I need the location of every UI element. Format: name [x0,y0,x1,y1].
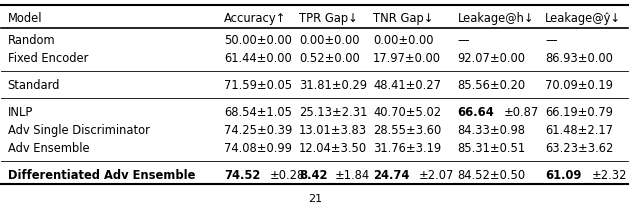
Text: 66.19±0.79: 66.19±0.79 [545,105,613,118]
Text: 25.13±2.31: 25.13±2.31 [299,105,367,118]
Text: 24.74: 24.74 [373,168,410,181]
Text: 48.41±0.27: 48.41±0.27 [373,79,441,92]
Text: 21: 21 [308,193,322,203]
Text: 61.48±2.17: 61.48±2.17 [545,123,613,136]
Text: 71.59±0.05: 71.59±0.05 [224,79,292,92]
Text: INLP: INLP [8,105,33,118]
Text: 61.09: 61.09 [545,168,582,181]
Text: 31.81±0.29: 31.81±0.29 [299,79,367,92]
Text: 17.97±0.00: 17.97±0.00 [373,52,441,65]
Text: Model: Model [8,11,42,24]
Text: 40.70±5.02: 40.70±5.02 [373,105,441,118]
Text: —: — [458,34,469,47]
Text: 31.76±3.19: 31.76±3.19 [373,141,441,154]
Text: ±2.32: ±2.32 [591,168,627,181]
Text: Adv Ensemble: Adv Ensemble [8,141,90,154]
Text: 50.00±0.00: 50.00±0.00 [224,34,292,47]
Text: 68.54±1.05: 68.54±1.05 [224,105,292,118]
Text: 61.44±0.00: 61.44±0.00 [224,52,292,65]
Text: 74.08±0.99: 74.08±0.99 [224,141,292,154]
Text: 84.52±0.50: 84.52±0.50 [458,168,525,181]
Text: ±2.07: ±2.07 [419,168,454,181]
Text: Differentiated Adv Ensemble: Differentiated Adv Ensemble [8,168,195,181]
Text: 12.04±3.50: 12.04±3.50 [299,141,367,154]
Text: 0.52±0.00: 0.52±0.00 [299,52,360,65]
Text: 84.33±0.98: 84.33±0.98 [458,123,525,136]
Text: 92.07±0.00: 92.07±0.00 [458,52,525,65]
Text: Accuracy↑: Accuracy↑ [224,11,286,24]
Text: Standard: Standard [8,79,60,92]
Text: —: — [545,34,557,47]
Text: Random: Random [8,34,55,47]
Text: ±1.84: ±1.84 [335,168,370,181]
Text: 85.31±0.51: 85.31±0.51 [458,141,525,154]
Text: 63.23±3.62: 63.23±3.62 [545,141,614,154]
Text: 13.01±3.83: 13.01±3.83 [299,123,367,136]
Text: Adv Single Discriminator: Adv Single Discriminator [8,123,150,136]
Text: 86.93±0.00: 86.93±0.00 [545,52,613,65]
Text: 28.55±3.60: 28.55±3.60 [373,123,441,136]
Text: ±0.28: ±0.28 [270,168,305,181]
Text: 74.52: 74.52 [224,168,260,181]
Text: 74.25±0.39: 74.25±0.39 [224,123,292,136]
Text: 8.42: 8.42 [299,168,328,181]
Text: TNR Gap↓: TNR Gap↓ [373,11,433,24]
Text: 0.00±0.00: 0.00±0.00 [373,34,433,47]
Text: Fixed Encoder: Fixed Encoder [8,52,88,65]
Text: 70.09±0.19: 70.09±0.19 [545,79,613,92]
Text: Leakage@h↓: Leakage@h↓ [458,11,534,24]
Text: 66.64: 66.64 [458,105,494,118]
Text: 0.00±0.00: 0.00±0.00 [299,34,360,47]
Text: 85.56±0.20: 85.56±0.20 [458,79,525,92]
Text: TPR Gap↓: TPR Gap↓ [299,11,358,24]
Text: ±0.87: ±0.87 [504,105,540,118]
Text: Leakage@ŷ↓: Leakage@ŷ↓ [545,11,621,24]
